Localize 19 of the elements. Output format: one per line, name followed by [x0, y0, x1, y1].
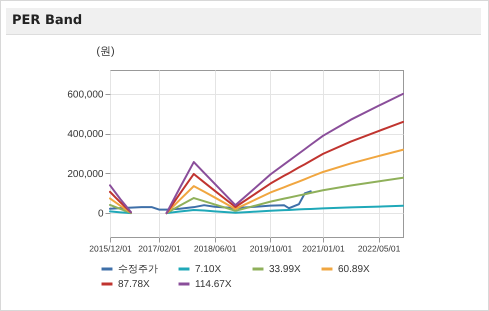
y-tick-label: 200,000: [67, 168, 104, 180]
line-series: [109, 190, 312, 211]
y-tick-label: 600,000: [67, 89, 104, 100]
y-axis-title: (원): [96, 46, 115, 58]
y-tick-label: 400,000: [67, 129, 104, 140]
legend-label: 7.10X: [195, 264, 222, 275]
x-tick-label: 2022/05/01: [358, 244, 401, 254]
x-tick-label: 2019/10/01: [250, 244, 293, 254]
x-tick-label: 2017/02/01: [138, 244, 182, 254]
legend-label: 수정주가: [118, 264, 158, 275]
legend-label: 33.99X: [269, 264, 302, 275]
x-tick-label: 2015/12/01: [89, 244, 132, 254]
legend-label: 60.89X: [338, 264, 370, 275]
x-tick-label: 2018/06/01: [194, 244, 237, 254]
x-tick-label: 2021/01/01: [302, 244, 346, 254]
legend-label: 114.67X: [195, 279, 232, 290]
chart-title: PER Band: [12, 13, 82, 28]
y-tick-label: 0: [98, 208, 104, 220]
legend-label: 87.78X: [118, 279, 150, 290]
